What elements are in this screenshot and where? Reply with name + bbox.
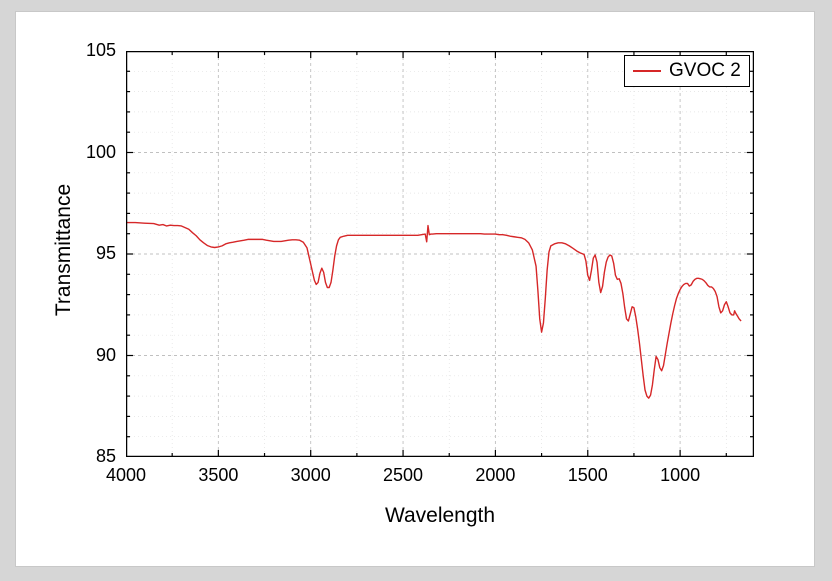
y-tick-label: 100 — [66, 142, 116, 163]
legend-label: GVOC 2 — [669, 60, 741, 82]
legend: GVOC 2 — [624, 55, 750, 87]
x-tick-label: 2000 — [465, 465, 525, 486]
y-tick-label: 95 — [66, 243, 116, 264]
y-tick-label: 105 — [66, 40, 116, 61]
x-tick-label: 1000 — [650, 465, 710, 486]
x-tick-label: 3000 — [281, 465, 341, 486]
x-tick-label: 4000 — [96, 465, 156, 486]
x-tick-label: 3500 — [188, 465, 248, 486]
y-tick-label: 90 — [66, 345, 116, 366]
x-tick-label: 2500 — [373, 465, 433, 486]
legend-swatch — [633, 70, 661, 72]
y-tick-label: 85 — [66, 446, 116, 467]
plot-area — [126, 51, 754, 457]
x-tick-label: 1500 — [558, 465, 618, 486]
x-axis-title: Wavelength — [126, 504, 754, 528]
